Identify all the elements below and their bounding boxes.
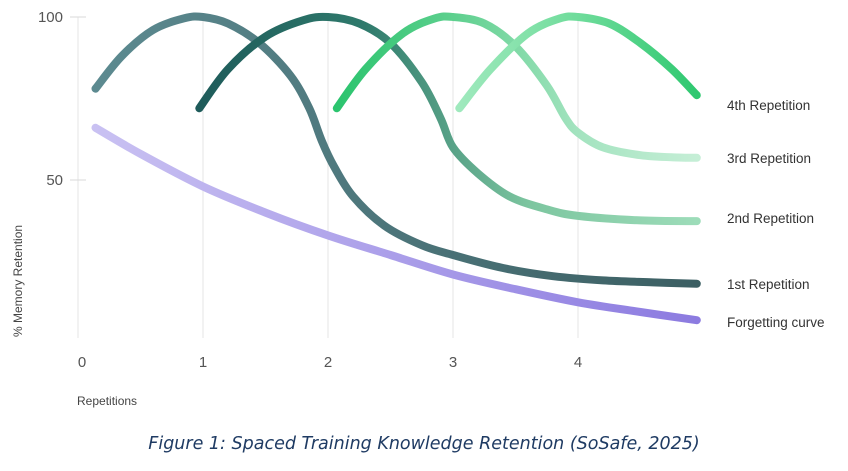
tick-labels: 50 100 0 1 2 3 4 [38, 9, 582, 371]
x-axis-title: Repetitions [77, 394, 137, 408]
series-lines [91, 12, 701, 325]
figure-caption: Figure 1: Spaced Training Knowledge Rete… [148, 434, 699, 454]
x-tick-label-3: 3 [449, 354, 457, 371]
legend-label-forgetting-curve: Forgetting curve [727, 315, 825, 330]
x-tick-label-0: 0 [78, 354, 86, 371]
x-tick-label-4: 4 [574, 354, 582, 371]
series-line-4th-repetition [455, 12, 701, 113]
series-line-1st-repetition [91, 12, 701, 288]
series-line-3rd-repetition [332, 12, 701, 162]
y-axis-title: % Memory Retention [11, 225, 25, 337]
y-tick-label-50: 50 [46, 172, 63, 189]
x-tick-label-1: 1 [199, 354, 207, 371]
grid [70, 16, 579, 338]
series-line-2nd-repetition [195, 12, 701, 226]
x-tick-label-2: 2 [324, 354, 332, 371]
legend-label-1st-repetition: 1st Repetition [727, 277, 810, 292]
legend-label-2nd-repetition: 2nd Repetition [727, 211, 814, 226]
legend-label-3rd-repetition: 3rd Repetition [727, 151, 811, 166]
legend: Forgetting curve 1st Repetition 2nd Repeti… [727, 98, 825, 330]
legend-label-4th-repetition: 4th Repetition [727, 98, 810, 113]
y-tick-label-100: 100 [38, 9, 63, 26]
series-line-forgetting-curve [91, 123, 701, 325]
